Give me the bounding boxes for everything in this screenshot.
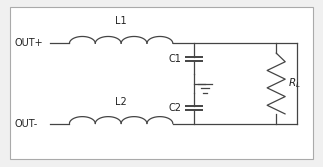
Text: OUT-: OUT- — [15, 119, 38, 129]
FancyBboxPatch shape — [10, 7, 313, 159]
Text: L2: L2 — [115, 97, 127, 107]
Text: C1: C1 — [169, 54, 182, 64]
Text: $R_L$: $R_L$ — [288, 77, 301, 90]
Text: L1: L1 — [115, 17, 127, 26]
Text: OUT+: OUT+ — [15, 38, 43, 48]
Text: C2: C2 — [169, 103, 182, 113]
